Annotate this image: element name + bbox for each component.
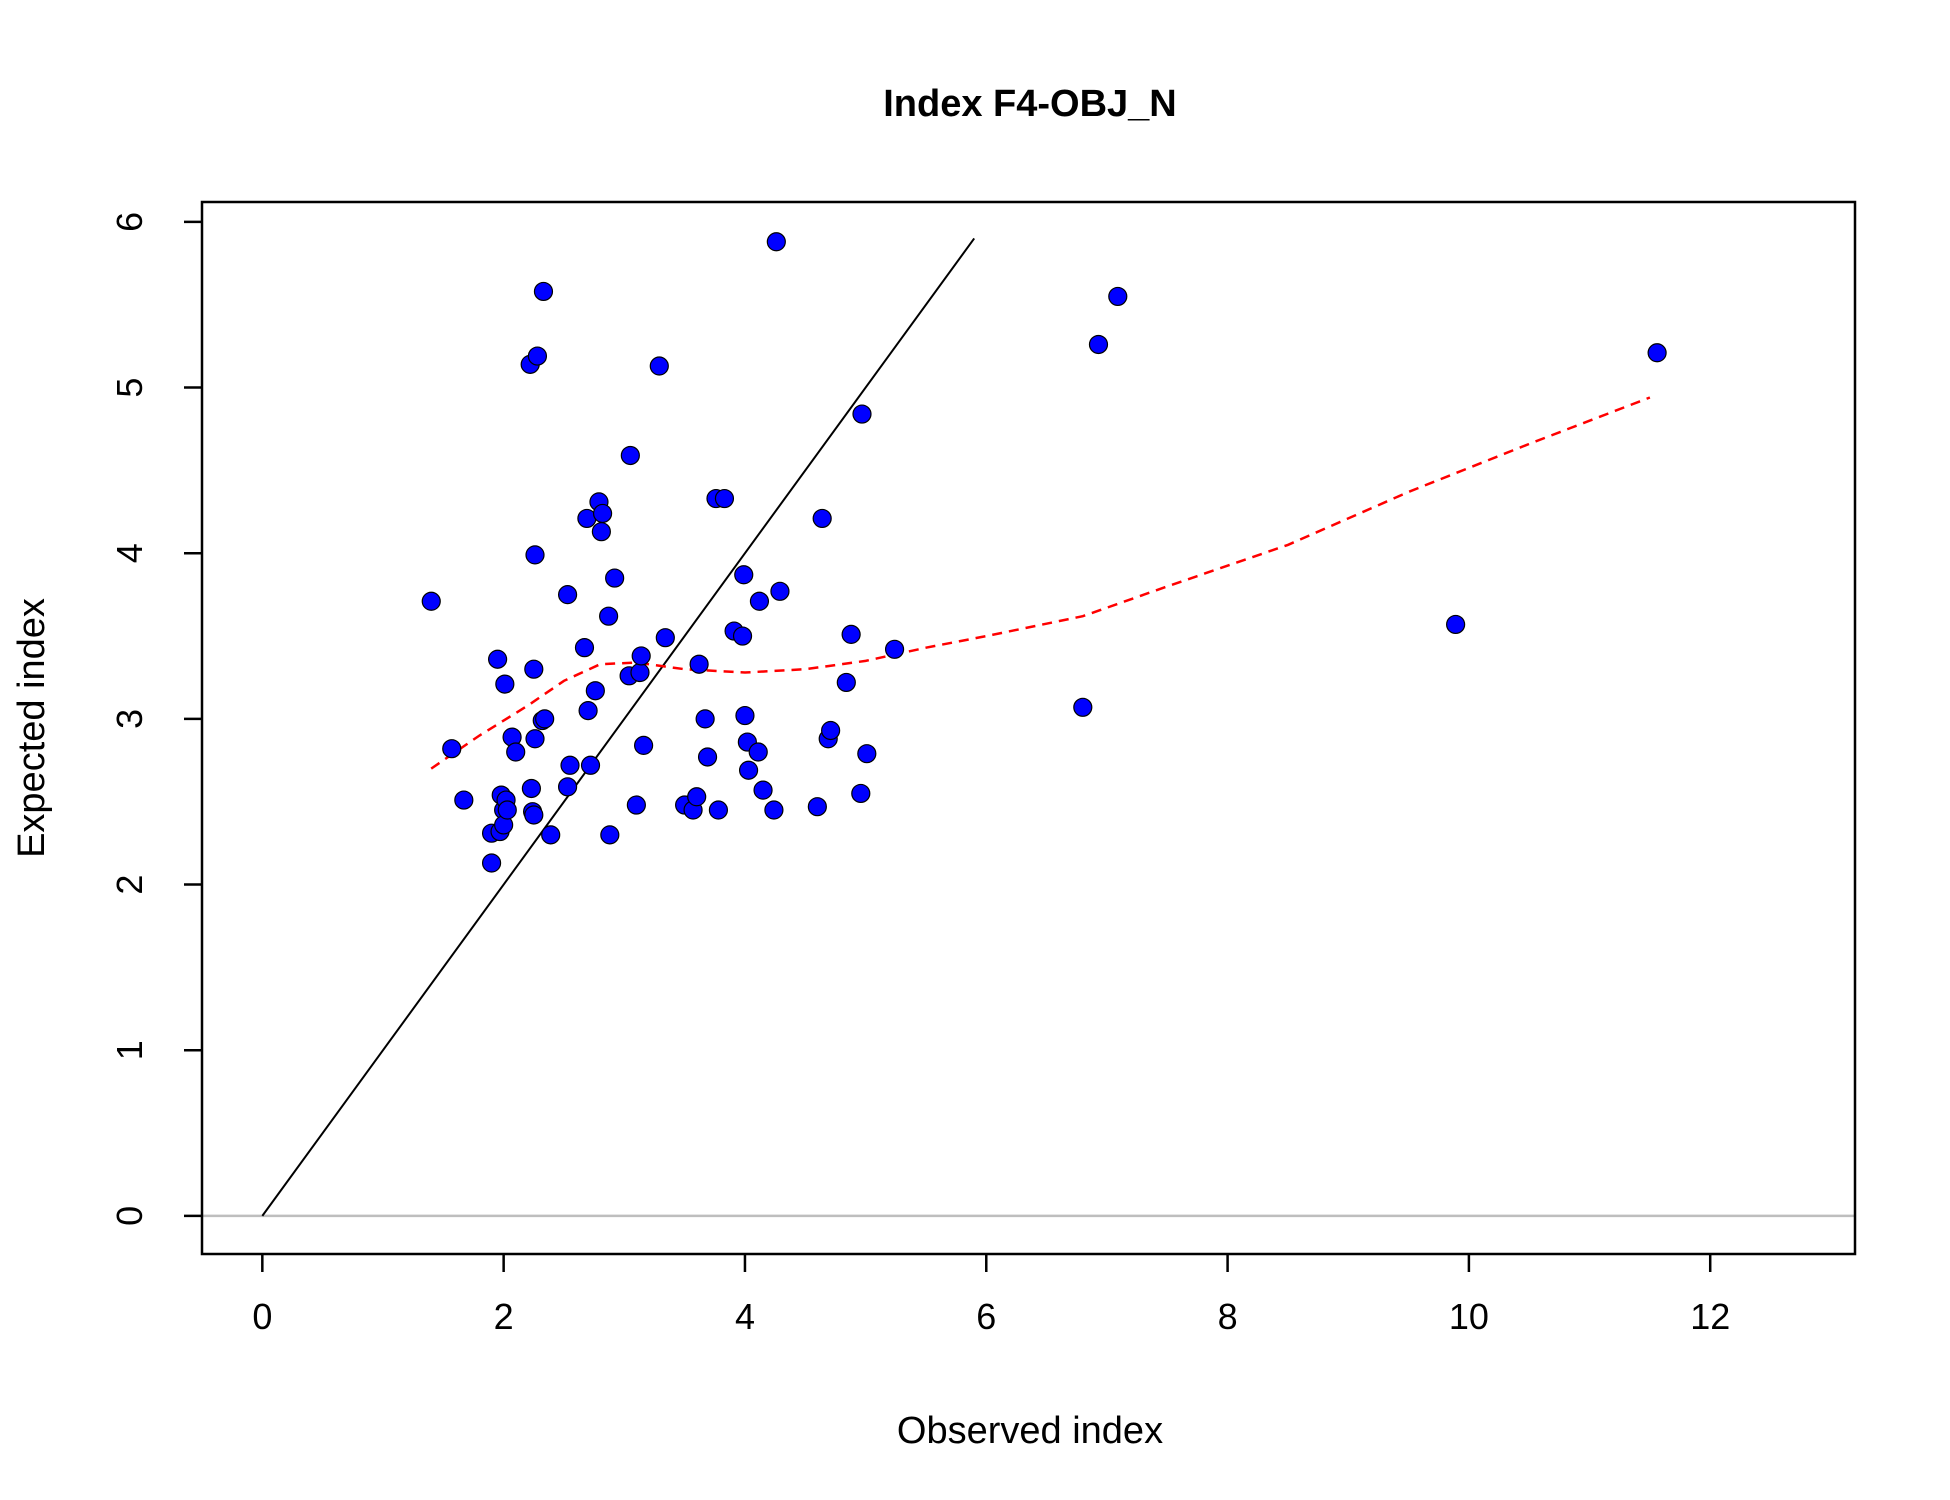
data-point	[527, 346, 548, 366]
data-point	[525, 729, 545, 749]
x-axis-label: Observed index	[897, 1410, 1163, 1452]
y-tick-label: 0	[109, 1206, 150, 1226]
data-point	[580, 755, 601, 775]
data-point	[689, 654, 709, 674]
plot-area	[202, 232, 1855, 1218]
x-tick-label: 4	[735, 1296, 755, 1337]
data-point	[766, 232, 786, 252]
data-point	[708, 800, 729, 820]
data-point	[1088, 334, 1109, 355]
data-point	[521, 778, 541, 799]
data-point	[626, 795, 646, 815]
data-point	[421, 591, 441, 611]
data-point	[821, 720, 841, 741]
data-point	[749, 591, 770, 611]
data-point	[732, 626, 753, 646]
data-point	[599, 606, 619, 626]
data-point	[634, 735, 654, 755]
x-tick-label: 2	[494, 1296, 514, 1337]
x-tick-label: 8	[1218, 1296, 1238, 1337]
x-tick-label: 10	[1449, 1296, 1489, 1337]
chart-title: Index F4-OBJ_N	[883, 83, 1177, 125]
data-point	[442, 739, 462, 759]
data-point	[1647, 343, 1667, 363]
data-point	[620, 445, 640, 466]
data-point	[630, 662, 650, 683]
data-point	[841, 624, 861, 644]
y-tick-label: 5	[109, 378, 150, 398]
data-point	[852, 404, 872, 424]
data-point	[764, 800, 784, 820]
data-point	[506, 742, 526, 762]
y-tick-label: 4	[109, 543, 150, 563]
data-point	[697, 747, 718, 767]
data-point	[591, 522, 611, 542]
data-point	[748, 742, 768, 762]
data-point	[655, 628, 675, 648]
data-point	[857, 744, 877, 764]
data-point	[535, 709, 555, 729]
data-point	[687, 787, 707, 807]
x-tick-label: 12	[1690, 1296, 1730, 1337]
data-point	[812, 508, 832, 529]
y-tick-label: 3	[109, 709, 150, 729]
data-point	[541, 825, 561, 845]
y-tick-label: 2	[109, 875, 150, 895]
data-point	[735, 705, 755, 726]
y-axis-label: Expected index	[11, 598, 53, 858]
data-point	[770, 581, 790, 601]
data-point	[524, 805, 544, 825]
data-point	[734, 565, 754, 585]
y-axis: 0 1 2 3 4 5 6	[109, 212, 202, 1226]
data-point	[738, 760, 759, 780]
data-point	[557, 777, 578, 797]
x-tick-label: 0	[252, 1296, 272, 1337]
data-point	[585, 681, 605, 701]
data-point	[695, 709, 715, 729]
data-point	[574, 638, 595, 658]
data-point	[578, 701, 598, 721]
data-point	[524, 659, 544, 679]
y-tick-label: 1	[109, 1040, 150, 1060]
data-point	[481, 853, 502, 873]
data-point	[592, 503, 613, 524]
data-point	[884, 639, 905, 659]
identity-line	[261, 237, 976, 1217]
x-axis: 0 2 4 6 8 10 12	[252, 1254, 1730, 1337]
data-point	[605, 568, 625, 588]
data-point	[714, 488, 735, 509]
data-point	[1446, 614, 1466, 635]
data-point	[649, 356, 669, 376]
data-point	[495, 674, 515, 694]
y-tick-label: 6	[109, 212, 150, 232]
data-point	[631, 646, 651, 666]
data-point	[1073, 697, 1093, 717]
x-tick-label: 6	[976, 1296, 996, 1337]
data-point	[753, 780, 773, 800]
plot-frame	[200, 200, 1857, 1256]
data-point	[807, 797, 827, 817]
smooth-trend-line	[430, 396, 1651, 770]
data-point	[488, 649, 508, 669]
data-point	[533, 281, 554, 302]
data-point	[1108, 286, 1128, 307]
data-point	[525, 545, 545, 565]
data-point	[497, 800, 517, 820]
data-point	[836, 672, 856, 693]
data-point	[560, 755, 580, 775]
data-point	[557, 585, 578, 605]
data-point	[454, 790, 474, 810]
data-point	[851, 783, 871, 804]
data-point	[600, 825, 620, 845]
